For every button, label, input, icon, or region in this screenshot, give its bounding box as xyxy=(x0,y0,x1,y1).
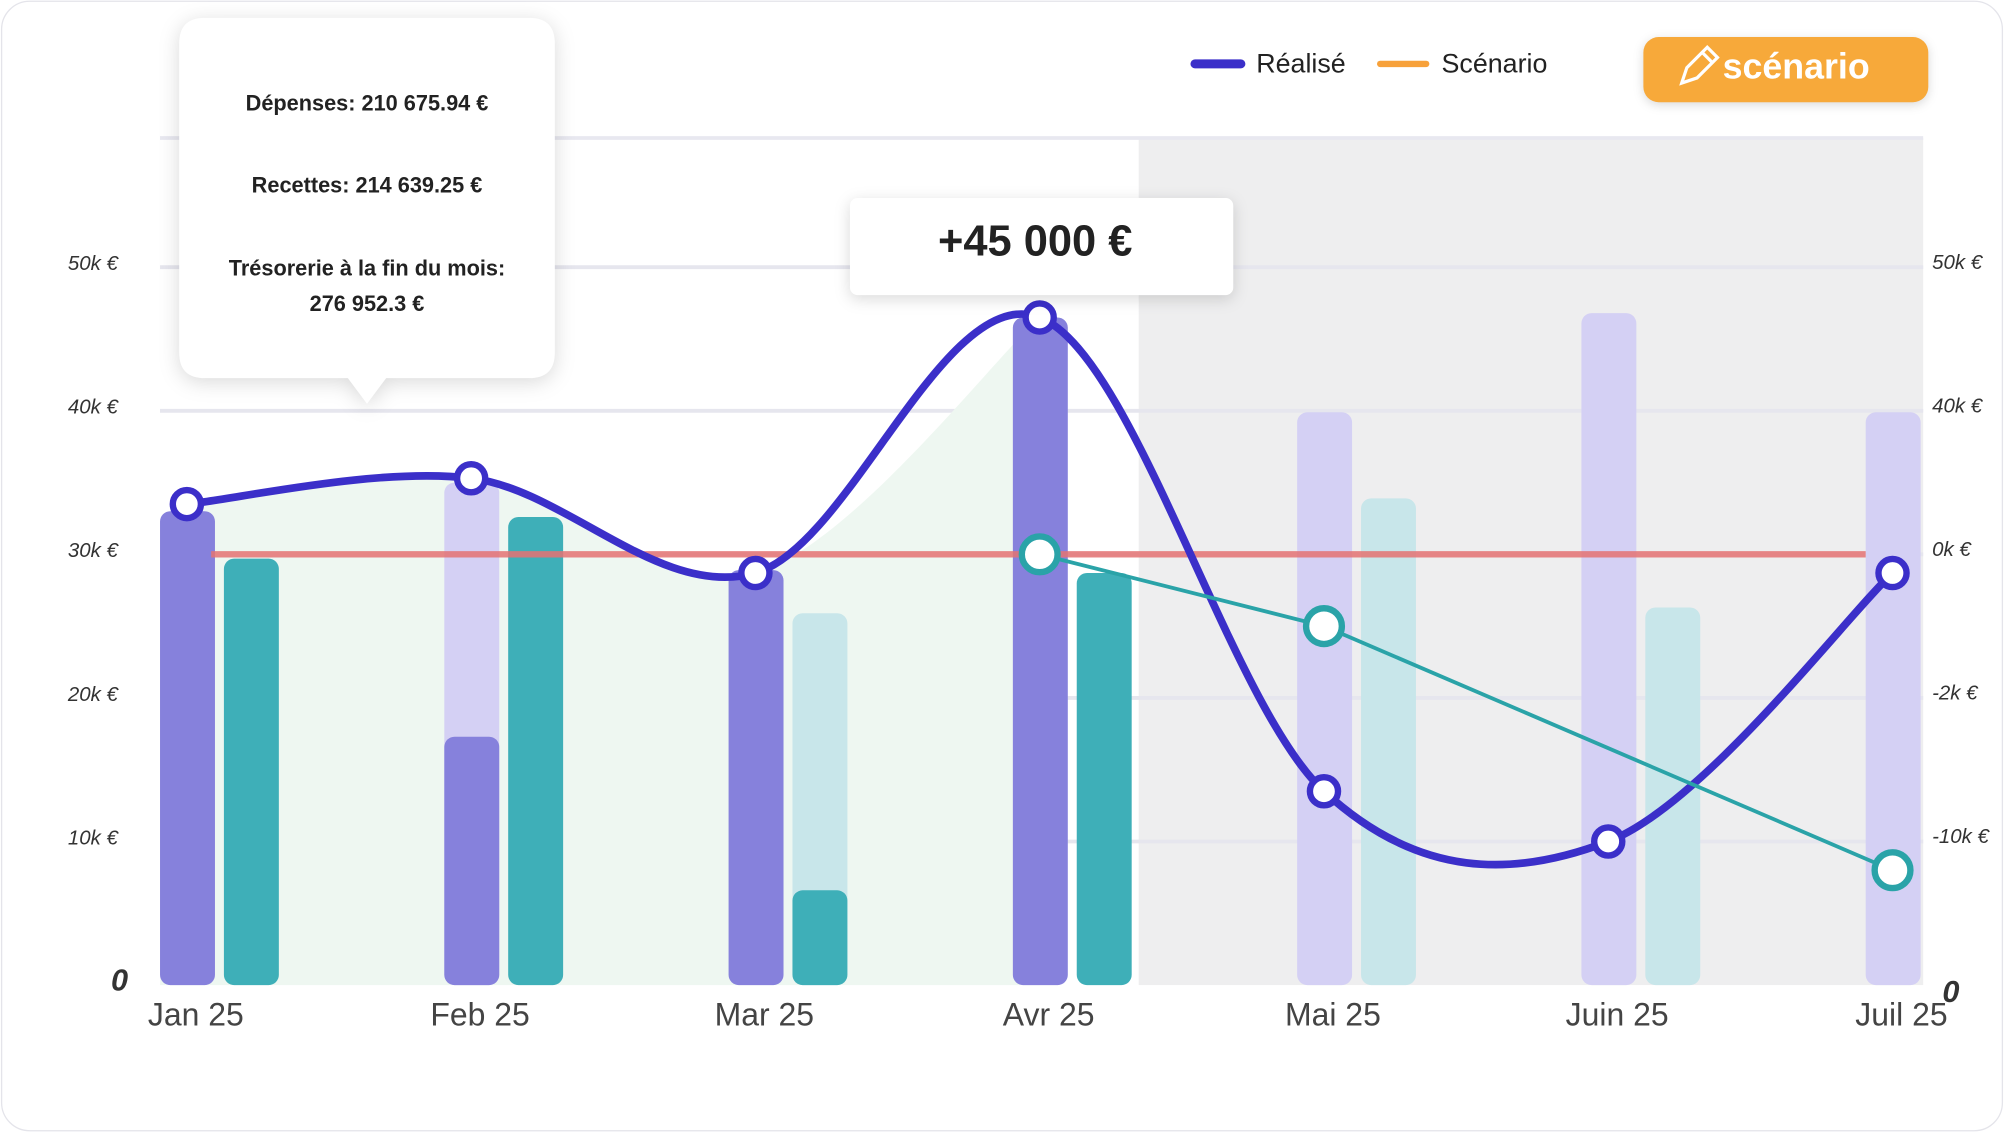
y-tick-label: 50k € xyxy=(68,252,120,275)
bar xyxy=(1645,607,1701,986)
point xyxy=(1302,605,1346,648)
bar xyxy=(1361,498,1416,986)
legend-label: Réalisé xyxy=(1256,48,1345,78)
point xyxy=(453,461,489,496)
annotation: +45 000 € xyxy=(938,218,1132,266)
annotation-box xyxy=(849,198,1234,296)
y2-tick-label: 0 xyxy=(1942,975,1959,1009)
bar xyxy=(444,736,500,986)
button-label: scénario xyxy=(1723,46,1870,86)
y2-tick-label: -2k € xyxy=(1932,681,1979,704)
forecast-area xyxy=(1138,137,1924,986)
y2-tick-label: 50k € xyxy=(1932,251,1984,274)
point xyxy=(1590,824,1626,859)
tooltip xyxy=(179,17,555,404)
bar xyxy=(223,558,279,986)
tooltip-line: Trésorerie à la fin du mois: xyxy=(229,255,505,280)
point xyxy=(169,486,205,522)
bar xyxy=(508,517,564,986)
bar xyxy=(1012,317,1068,986)
y-tick-label: 40k € xyxy=(68,396,120,419)
point xyxy=(1022,300,1057,335)
y2-tick-label: 40k € xyxy=(1932,394,1984,417)
y2-tick-label: 0k € xyxy=(1932,538,1972,561)
x-tick-label: Juin 25 xyxy=(1566,996,1669,1032)
bar xyxy=(1076,573,1132,986)
y-tick-label: 20k € xyxy=(67,683,120,706)
tooltip-line: Recettes: 214 639.25 € xyxy=(252,172,483,197)
point xyxy=(1875,555,1910,591)
x-tick-label: Feb 25 xyxy=(430,996,529,1032)
x-tick-label: Mar 25 xyxy=(715,996,814,1032)
y2-tick-label: -10k € xyxy=(1932,825,1990,848)
point xyxy=(738,555,773,591)
y-tick-label: 10k € xyxy=(68,826,120,849)
x-tick-label: Juil 25 xyxy=(1855,996,1947,1032)
tooltip-line: Dépenses: 210 675.94 € xyxy=(246,91,489,116)
x-tick-label: Mai 25 xyxy=(1285,996,1381,1032)
point xyxy=(1018,533,1061,576)
legend-label: Scénario xyxy=(1442,48,1548,78)
point xyxy=(1306,773,1342,809)
bar xyxy=(1865,412,1921,986)
bar xyxy=(160,511,215,986)
point xyxy=(1871,849,1914,892)
y-tick-label: 30k € xyxy=(68,539,120,562)
x-tick-label: Jan 25 xyxy=(148,996,244,1032)
pencil-icon xyxy=(1679,45,1720,86)
bar xyxy=(792,890,848,986)
tooltip-line: 276 952.3 € xyxy=(310,291,425,316)
bar xyxy=(728,570,784,986)
bar xyxy=(1297,412,1353,986)
x-tick-label: Avr 25 xyxy=(1003,996,1095,1032)
bar xyxy=(1581,313,1637,986)
y-tick-label: 0 xyxy=(111,964,128,998)
